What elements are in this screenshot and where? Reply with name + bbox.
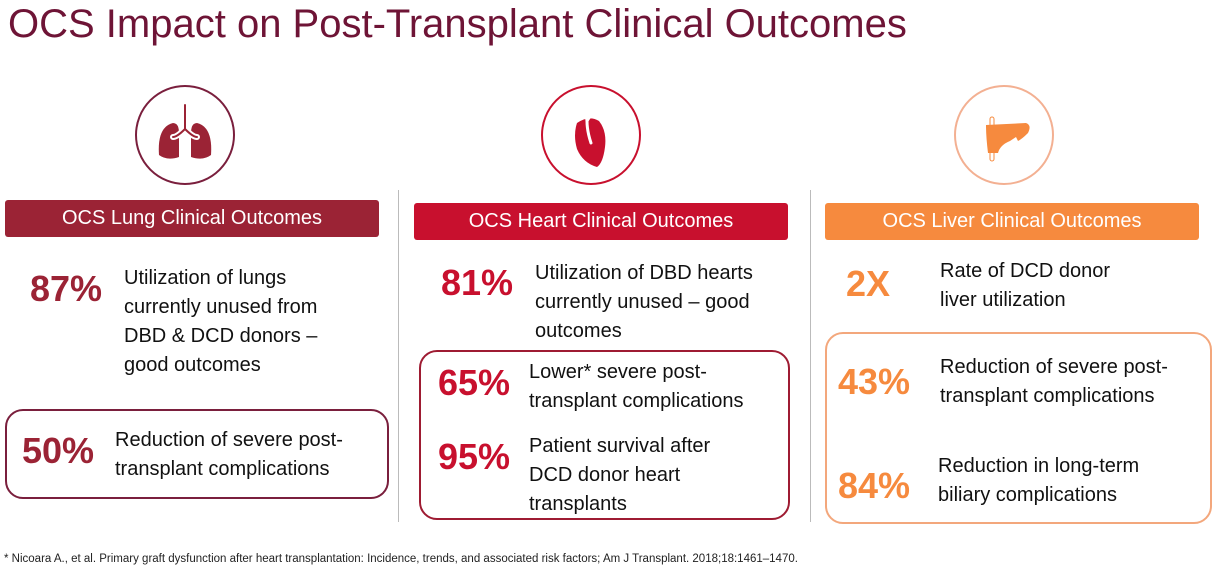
liver-icon-circle: [954, 85, 1054, 185]
heart-icon-circle: [541, 85, 641, 185]
liver-stat-value: 43%: [838, 361, 911, 402]
liver-stat-text: Rate of DCD donor liver utilization: [940, 260, 1111, 311]
heart-stat-value: 81%: [441, 262, 514, 303]
lung-stat-text: Reduction of severe post-transplant comp…: [115, 429, 343, 480]
liver-stat-text: Reduction of severe post-transplant comp…: [940, 356, 1168, 407]
heart-stat-value: 95%: [438, 436, 511, 477]
lung-icon-circle: [135, 85, 235, 185]
heart-stat-text: Lower* severe post-transplant complicati…: [529, 361, 744, 412]
heart-icon: [575, 109, 606, 167]
heart-stat-text: Utilization of DBD hearts currently unus…: [535, 262, 753, 342]
divider: [810, 190, 811, 522]
lung-header: OCS Lung Clinical Outcomes: [5, 200, 379, 237]
liver-icon: [986, 116, 1030, 162]
liver-stat-value: 84%: [838, 465, 911, 506]
liver-header: OCS Liver Clinical Outcomes: [825, 203, 1199, 240]
heart-highlight-box: [419, 350, 790, 520]
lung-stat-value: 87%: [30, 268, 103, 309]
lung-stat-text: Utilization of lungs currently unused fr…: [124, 267, 318, 376]
liver-stat-value: 2X: [846, 263, 891, 304]
lung-stat-value: 50%: [22, 430, 95, 471]
heart-stat-text: Patient survival after DCD donor heart t…: [529, 435, 711, 515]
heart-header: OCS Heart Clinical Outcomes: [414, 203, 788, 240]
liver-stat-text: Reduction in long-term biliary complicat…: [938, 455, 1140, 506]
divider: [398, 190, 399, 522]
page-title: OCS Impact on Post-Transplant Clinical O…: [8, 2, 907, 46]
liver-highlight-box: [825, 332, 1212, 524]
lung-highlight-box: [5, 409, 389, 499]
lungs-icon: [158, 102, 212, 159]
footnote: * Nicoara A., et al. Primary graft dysfu…: [4, 553, 798, 565]
heart-stat-value: 65%: [438, 362, 511, 403]
